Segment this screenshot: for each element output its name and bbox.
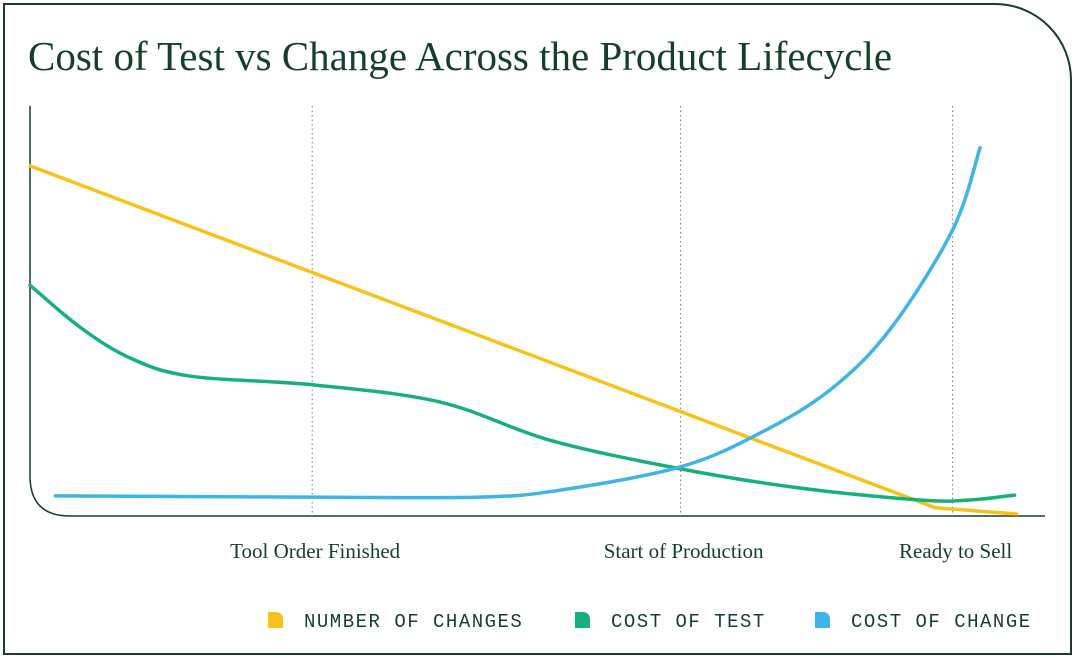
labels: Tool Order Finished Start of Production Re…: [230, 539, 1012, 563]
legend-swatch: [268, 612, 283, 628]
axes: [29, 106, 1045, 517]
legend-label: COST OF CHANGE: [851, 611, 1032, 633]
series-line: [28, 283, 1017, 503]
frame: [3, 3, 1072, 655]
legend-label: NUMBER OF CHANGES: [304, 611, 523, 633]
series-line: [28, 164, 1019, 516]
grid: [311, 106, 954, 516]
legend-swatch: [815, 612, 830, 628]
legend-label: COST OF TEST: [611, 611, 766, 633]
chart-title: Cost of Test vs Change Across the Produc…: [28, 33, 892, 79]
x-tick-label: Ready to Sell: [899, 539, 1012, 563]
legend: NUMBER OF CHANGES COST OF TEST COST OF CHA…: [268, 611, 1032, 633]
lines: [28, 146, 1019, 516]
series-line: [53, 146, 982, 500]
x-tick-label: Tool Order Finished: [230, 539, 401, 563]
x-tick-label: Start of Production: [604, 539, 764, 563]
legend-swatch: [575, 612, 590, 628]
